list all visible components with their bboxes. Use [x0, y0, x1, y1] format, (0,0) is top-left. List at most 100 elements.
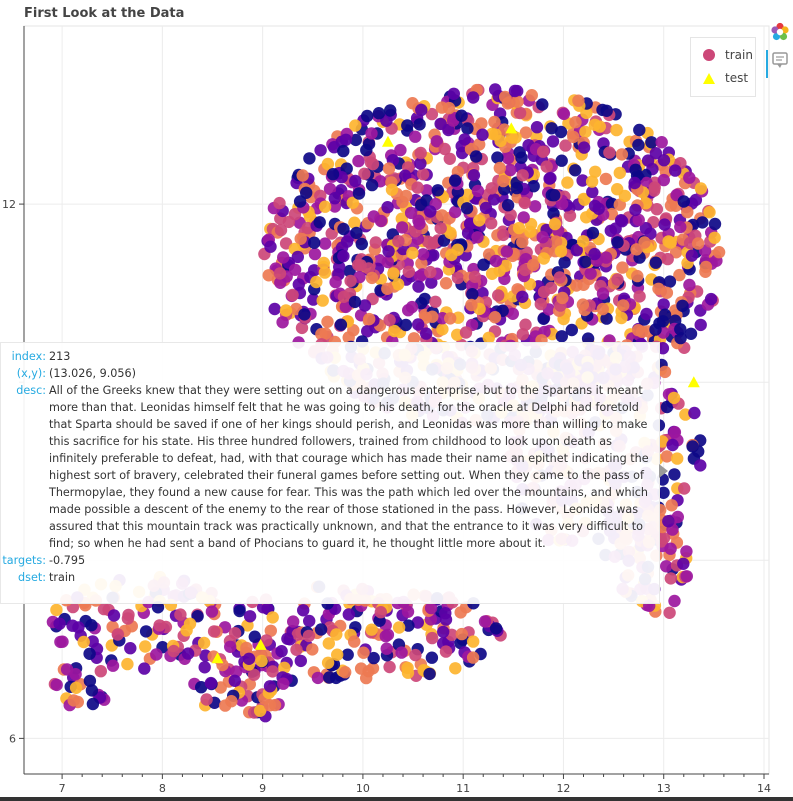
train-point[interactable] — [423, 667, 436, 681]
train-point[interactable] — [439, 645, 453, 658]
train-point[interactable] — [471, 231, 484, 244]
train-point[interactable] — [392, 235, 405, 248]
train-point[interactable] — [572, 94, 585, 107]
train-point[interactable] — [411, 616, 424, 629]
train-point[interactable] — [409, 130, 422, 143]
train-point[interactable] — [361, 109, 374, 123]
train-point[interactable] — [86, 697, 100, 711]
train-point[interactable] — [691, 237, 705, 250]
train-point[interactable] — [443, 152, 456, 165]
train-point[interactable] — [649, 147, 663, 160]
train-point[interactable] — [448, 174, 462, 187]
train-point[interactable] — [296, 169, 309, 182]
train-point[interactable] — [430, 135, 443, 148]
train-point[interactable] — [556, 197, 569, 211]
train-point[interactable] — [339, 133, 353, 146]
train-point[interactable] — [645, 136, 658, 149]
train-point[interactable] — [471, 184, 485, 198]
train-point[interactable] — [537, 312, 550, 325]
train-point[interactable] — [519, 318, 532, 331]
train-point[interactable] — [584, 267, 597, 280]
train-point[interactable] — [660, 286, 674, 299]
train-point[interactable] — [358, 299, 372, 312]
train-point[interactable] — [678, 482, 691, 495]
train-point[interactable] — [204, 676, 218, 690]
train-point[interactable] — [516, 169, 529, 182]
train-point[interactable] — [677, 195, 690, 208]
train-point[interactable] — [263, 680, 277, 693]
train-point[interactable] — [198, 661, 211, 674]
train-point[interactable] — [615, 148, 629, 161]
train-point[interactable] — [331, 648, 344, 661]
train-point[interactable] — [350, 226, 363, 240]
train-point[interactable] — [426, 631, 439, 645]
train-point[interactable] — [365, 178, 379, 192]
train-point[interactable] — [349, 119, 362, 132]
train-point[interactable] — [596, 302, 609, 316]
train-point[interactable] — [559, 139, 572, 152]
train-point[interactable] — [412, 318, 425, 331]
legend-item-test[interactable]: test — [703, 69, 748, 87]
train-point[interactable] — [352, 258, 365, 272]
train-point[interactable] — [437, 625, 450, 639]
train-point[interactable] — [86, 635, 99, 648]
train-point[interactable] — [329, 275, 342, 289]
train-point[interactable] — [540, 160, 553, 173]
train-point[interactable] — [569, 164, 582, 177]
train-point[interactable] — [487, 193, 501, 206]
train-point[interactable] — [439, 607, 452, 620]
test-point[interactable] — [211, 652, 224, 664]
train-point[interactable] — [360, 671, 373, 685]
train-point[interactable] — [658, 365, 672, 379]
train-point[interactable] — [383, 660, 396, 674]
train-point[interactable] — [658, 218, 671, 231]
train-point[interactable] — [339, 666, 352, 679]
train-point[interactable] — [263, 699, 277, 712]
train-point[interactable] — [554, 125, 568, 139]
train-point[interactable] — [195, 681, 208, 694]
train-point[interactable] — [416, 168, 430, 181]
train-point[interactable] — [580, 211, 593, 224]
train-point[interactable] — [704, 292, 718, 306]
test-points[interactable] — [211, 122, 700, 664]
train-point[interactable] — [306, 643, 319, 656]
train-point[interactable] — [467, 91, 480, 104]
train-point[interactable] — [473, 138, 486, 151]
train-point[interactable] — [53, 617, 66, 630]
train-point[interactable] — [291, 250, 304, 264]
train-point[interactable] — [561, 176, 574, 189]
train-point[interactable] — [665, 499, 678, 512]
train-point[interactable] — [275, 645, 288, 658]
train-point[interactable] — [444, 312, 457, 325]
train-point[interactable] — [415, 103, 428, 117]
train-point[interactable] — [396, 221, 409, 234]
train-point[interactable] — [699, 260, 713, 274]
train-point[interactable] — [426, 310, 439, 323]
train-point[interactable] — [459, 326, 473, 339]
train-point[interactable] — [449, 205, 462, 219]
train-point[interactable] — [266, 611, 279, 624]
train-point[interactable] — [268, 302, 281, 316]
train-point[interactable] — [611, 273, 624, 286]
train-point[interactable] — [242, 652, 256, 665]
train-point[interactable] — [346, 196, 359, 209]
train-point[interactable] — [447, 87, 460, 101]
train-point[interactable] — [466, 288, 479, 301]
train-point[interactable] — [379, 630, 392, 643]
train-point[interactable] — [467, 169, 481, 182]
train-point[interactable] — [228, 627, 242, 640]
train-point[interactable] — [427, 249, 440, 262]
train-point[interactable] — [617, 299, 630, 312]
train-point[interactable] — [530, 121, 544, 134]
train-point[interactable] — [603, 146, 616, 159]
train-point[interactable] — [352, 187, 366, 200]
train-point[interactable] — [688, 406, 701, 420]
train-point[interactable] — [489, 622, 503, 635]
train-point[interactable] — [316, 294, 329, 307]
train-point[interactable] — [315, 327, 328, 341]
train-point[interactable] — [611, 236, 624, 249]
train-point[interactable] — [407, 332, 421, 345]
train-point[interactable] — [442, 101, 456, 115]
train-point[interactable] — [633, 290, 646, 303]
train-point[interactable] — [313, 216, 326, 229]
